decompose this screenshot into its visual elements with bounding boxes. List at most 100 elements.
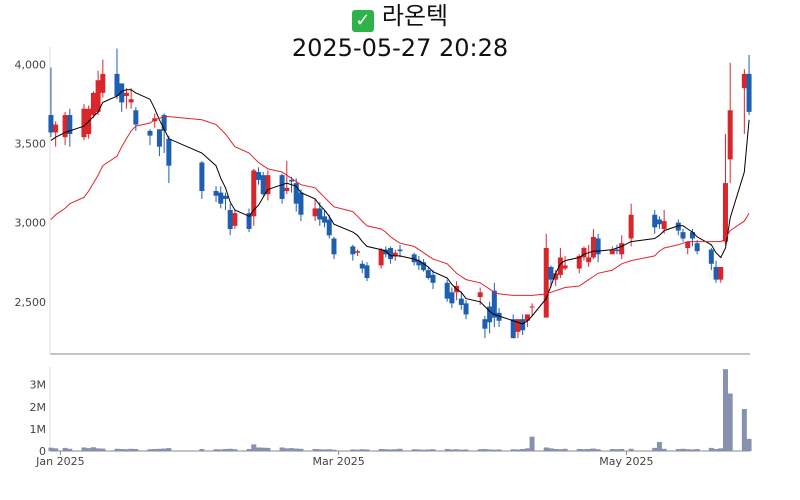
volume-bar bbox=[444, 449, 450, 451]
candle-body bbox=[312, 208, 318, 217]
volume-bar bbox=[199, 449, 205, 451]
volume-bar bbox=[255, 447, 261, 451]
volume-bar bbox=[727, 393, 733, 451]
candle-body bbox=[289, 179, 295, 182]
candle-body bbox=[133, 110, 139, 125]
volume-bar bbox=[284, 448, 290, 451]
candle-body bbox=[350, 246, 356, 255]
candle-body bbox=[590, 236, 596, 258]
volume-bar bbox=[355, 449, 361, 451]
volume-bar bbox=[590, 448, 596, 451]
candle-body bbox=[680, 232, 686, 239]
volume-bar bbox=[694, 449, 700, 451]
candle-body bbox=[628, 214, 634, 239]
volume-bar bbox=[685, 449, 691, 451]
price-y-tick-label: 4,000 bbox=[15, 58, 47, 71]
volume-y-tick-label: 3M bbox=[30, 379, 47, 392]
candle-body bbox=[227, 209, 233, 229]
volume-bar bbox=[331, 449, 337, 451]
volume-bar bbox=[652, 447, 658, 451]
candle-body bbox=[421, 262, 427, 271]
candle-body bbox=[95, 80, 101, 112]
candle-body bbox=[449, 292, 455, 304]
volume-bar bbox=[62, 447, 68, 451]
volume-bar bbox=[114, 448, 120, 451]
volume-bar bbox=[227, 448, 233, 451]
candle-body bbox=[355, 251, 361, 253]
volume-bar bbox=[562, 448, 568, 451]
candle-body bbox=[364, 265, 370, 279]
volume-y-tick-label: 2M bbox=[30, 401, 47, 414]
volume-y-tick-label: 1M bbox=[30, 423, 47, 436]
check-mark-icon: ✓ bbox=[351, 10, 374, 32]
volume-bar bbox=[520, 449, 526, 451]
volume-bar bbox=[557, 449, 563, 451]
volume-bar bbox=[312, 449, 318, 451]
volume-bar bbox=[576, 449, 582, 451]
volume-bar bbox=[529, 436, 535, 451]
volume-bar bbox=[722, 369, 728, 451]
stock-name: 라온텍 bbox=[381, 2, 449, 30]
x-tick-label: Jan 2025 bbox=[35, 455, 84, 468]
volume-bar bbox=[317, 449, 323, 451]
volume-bar bbox=[661, 448, 667, 451]
candle-body bbox=[496, 312, 502, 321]
volume-bar bbox=[515, 449, 521, 451]
volume-bar bbox=[397, 448, 403, 451]
volume-bar bbox=[718, 448, 724, 451]
volume-bar bbox=[232, 449, 238, 451]
x-tick-label: Mar 2025 bbox=[313, 455, 365, 468]
candle-body bbox=[746, 73, 752, 112]
price-y-tick-label: 2,500 bbox=[15, 296, 47, 309]
candle-body bbox=[619, 243, 625, 255]
volume-bar bbox=[449, 449, 455, 451]
volume-bar bbox=[595, 449, 601, 451]
volume-bar bbox=[322, 449, 328, 451]
candle-body bbox=[326, 219, 332, 236]
candle-body bbox=[614, 249, 620, 252]
volume-bar bbox=[95, 448, 101, 451]
volume-bar bbox=[289, 448, 295, 451]
candle-body bbox=[581, 247, 587, 258]
candles bbox=[48, 48, 752, 339]
volume-y-tick-label: 0 bbox=[39, 445, 46, 458]
volume-bar bbox=[86, 448, 92, 451]
candle-body bbox=[383, 249, 389, 255]
volume-bar bbox=[383, 449, 389, 451]
volume-bar bbox=[586, 449, 592, 451]
candle-body bbox=[491, 290, 497, 318]
candle-body bbox=[232, 213, 238, 226]
long-moving-average-line bbox=[50, 116, 750, 296]
candle-body bbox=[586, 257, 592, 263]
candle-body bbox=[444, 282, 450, 299]
candle-body bbox=[123, 92, 129, 97]
volume-bar bbox=[628, 448, 634, 451]
volume-bar bbox=[152, 449, 158, 451]
candle-body bbox=[477, 292, 483, 298]
candle-body bbox=[293, 183, 299, 204]
candle-body bbox=[482, 319, 488, 329]
volume-bar bbox=[614, 449, 620, 451]
candle-body bbox=[557, 257, 563, 275]
candle-body bbox=[543, 247, 549, 318]
candle-body bbox=[90, 92, 96, 116]
candle-body bbox=[128, 99, 134, 103]
volume-bar bbox=[119, 449, 125, 451]
candle-body bbox=[147, 130, 153, 136]
candle-body bbox=[260, 175, 266, 195]
volume-bar bbox=[213, 449, 219, 451]
volume-bar bbox=[656, 441, 662, 451]
volume-bar bbox=[392, 449, 398, 451]
candle-body bbox=[222, 195, 228, 199]
candle-body bbox=[562, 265, 568, 269]
candle-body bbox=[53, 124, 59, 133]
candle-body bbox=[100, 73, 106, 93]
candle-body bbox=[265, 175, 271, 195]
candle-body bbox=[718, 266, 724, 280]
candle-body bbox=[656, 219, 662, 225]
volume-bar bbox=[675, 449, 681, 451]
volume-bar bbox=[713, 449, 719, 451]
title-name-line: ✓ 라온텍 bbox=[0, 1, 800, 32]
candle-body bbox=[331, 238, 337, 255]
candle-body bbox=[425, 270, 431, 279]
